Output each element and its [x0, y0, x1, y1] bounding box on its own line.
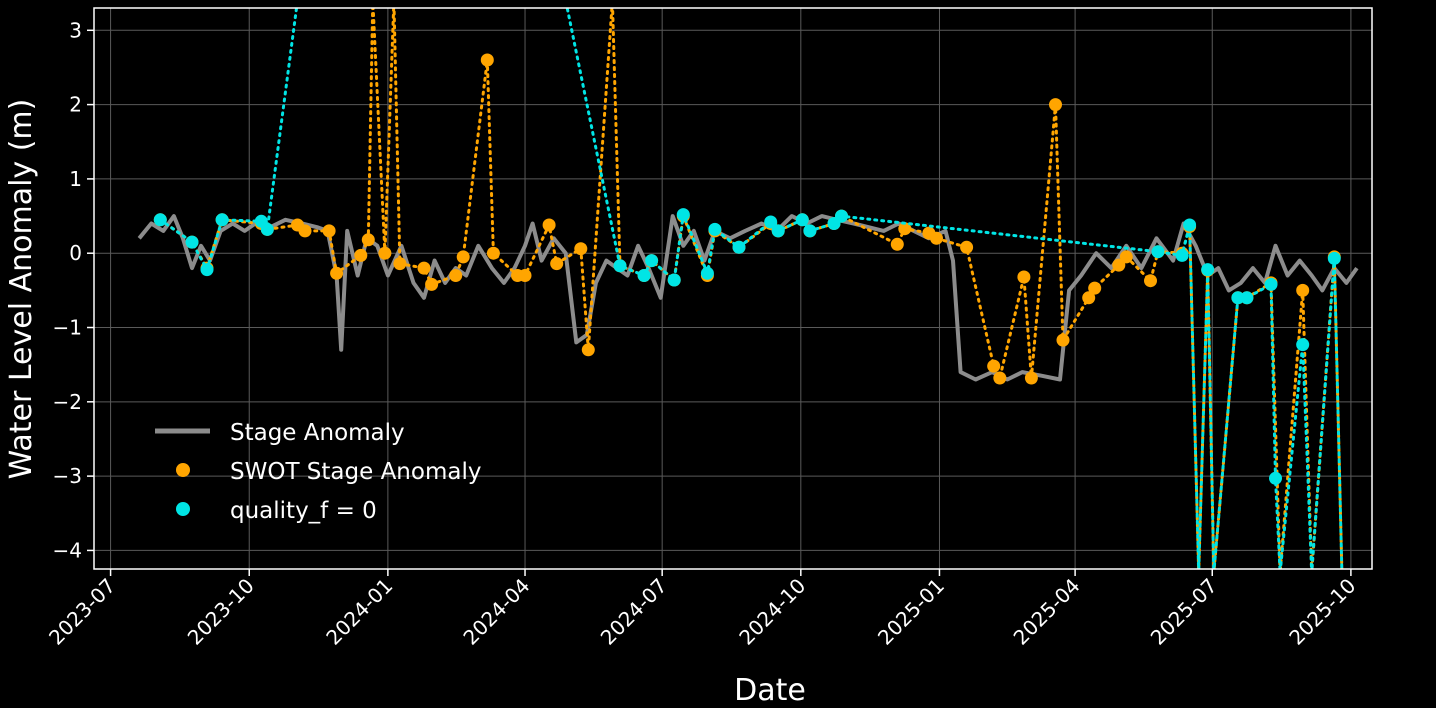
plot-area: [137, 8, 1359, 569]
quality-f-point: [795, 213, 809, 227]
quality-f-point: [700, 266, 714, 280]
quality-f-point: [1327, 251, 1341, 265]
swot-stage-anomaly-point: [330, 266, 344, 280]
legend-quality-label: quality_f = 0: [230, 498, 377, 524]
swot-stage-anomaly-point: [354, 248, 368, 262]
quality-f-series: [153, 8, 1344, 569]
swot-stage-anomaly-point: [486, 246, 500, 260]
swot-stage-anomaly-point: [1082, 291, 1096, 305]
quality-f-point: [1240, 291, 1254, 305]
y-tick-label: 3: [69, 18, 82, 42]
swot-stage-anomaly-point: [1088, 281, 1102, 295]
quality-f-point: [771, 224, 785, 238]
quality-f-point: [1264, 277, 1278, 291]
swot-stage-anomaly-point: [1144, 274, 1157, 288]
quality-f-point: [803, 224, 817, 238]
swot-stage-anomaly-point: [456, 250, 470, 264]
swot-stage-anomaly-point: [1119, 250, 1133, 264]
swot-stage-anomaly-point: [322, 224, 336, 238]
quality-f-point: [1231, 291, 1245, 305]
swot-stage-anomaly-point: [1296, 283, 1310, 297]
quality-f-point: [185, 235, 199, 249]
swot-stage-anomaly-point: [581, 343, 595, 357]
quality-f-point: [215, 213, 229, 227]
swot-stage-anomaly-point: [425, 277, 439, 291]
quality-f-point: [835, 209, 848, 223]
swot-stage-anomaly-point: [361, 233, 375, 247]
y-tick-label: −1: [53, 316, 82, 340]
swot-stage-anomaly-point: [1024, 371, 1038, 385]
quality-f-point: [613, 259, 627, 273]
quality-f-point: [1296, 338, 1310, 352]
y-axis-ticks: 3 2 1 0 −1 −2 −3 −4: [53, 18, 94, 562]
swot-stage-anomaly-point: [449, 269, 463, 282]
swot-stage-anomaly-point: [1049, 98, 1062, 112]
swot-stage-anomaly-point: [518, 269, 532, 282]
swot-stage-anomaly-point: [1112, 258, 1126, 272]
swot-stage-anomaly-point: [550, 257, 564, 271]
quality-f-point: [676, 208, 690, 222]
swot-stage-anomaly-point: [993, 371, 1007, 385]
swot-stage-anomaly-point: [898, 222, 912, 236]
quality-f-point: [1151, 245, 1165, 259]
quality-f-point: [645, 254, 659, 268]
swot-stage-anomaly-point: [542, 218, 556, 232]
y-tick-label: 1: [69, 167, 82, 191]
swot-stage-anomaly-point: [890, 237, 904, 251]
swot-stage-anomaly-point: [1056, 333, 1070, 347]
y-tick-label: −4: [53, 538, 82, 562]
legend-quality-swatch: [176, 502, 190, 516]
swot-stage-anomaly-point: [987, 359, 1001, 373]
swot-stage-anomaly-point: [960, 240, 974, 254]
plot-frame: [93, 7, 1373, 570]
y-tick-label: −2: [53, 390, 82, 414]
swot-stage-anomaly-point: [574, 242, 588, 256]
quality-f-point: [732, 240, 746, 254]
quality-f-point: [153, 213, 167, 227]
swot-stage-anomaly-point: [393, 257, 407, 271]
quality-f-point: [637, 269, 651, 282]
y-axis-label: Water Level Anomaly (m): [4, 99, 39, 480]
quality-f-point: [260, 222, 274, 236]
swot-stage-anomaly-point: [930, 231, 943, 245]
grid: [94, 8, 1372, 569]
swot-stage-anomaly-point: [298, 224, 312, 238]
quality-f-point: [764, 215, 778, 229]
quality-f-point: [1201, 263, 1215, 277]
y-tick-label: 2: [69, 93, 82, 117]
legend-stage-label: Stage Anomaly: [230, 420, 405, 446]
swot-stage-anomaly-point: [378, 246, 392, 260]
quality-f-point: [200, 263, 214, 277]
swot-stage-anomaly-point: [480, 53, 494, 67]
y-tick-label: 0: [69, 241, 82, 265]
swot-stage-anomaly-point: [417, 261, 431, 275]
quality-f-point: [1269, 471, 1282, 485]
y-tick-label: −3: [53, 464, 82, 488]
quality-f-point: [1175, 248, 1189, 262]
swot-stage-anomaly-point: [1017, 270, 1031, 284]
x-axis-label: Date: [734, 673, 806, 708]
legend: Stage Anomaly SWOT Stage Anomaly quality…: [155, 420, 481, 524]
quality-f-point: [1183, 218, 1197, 232]
quality-f-point: [708, 222, 722, 236]
quality-f-point: [667, 273, 681, 287]
legend-swot-swatch: [176, 463, 190, 477]
legend-swot-label: SWOT Stage Anomaly: [230, 459, 481, 485]
